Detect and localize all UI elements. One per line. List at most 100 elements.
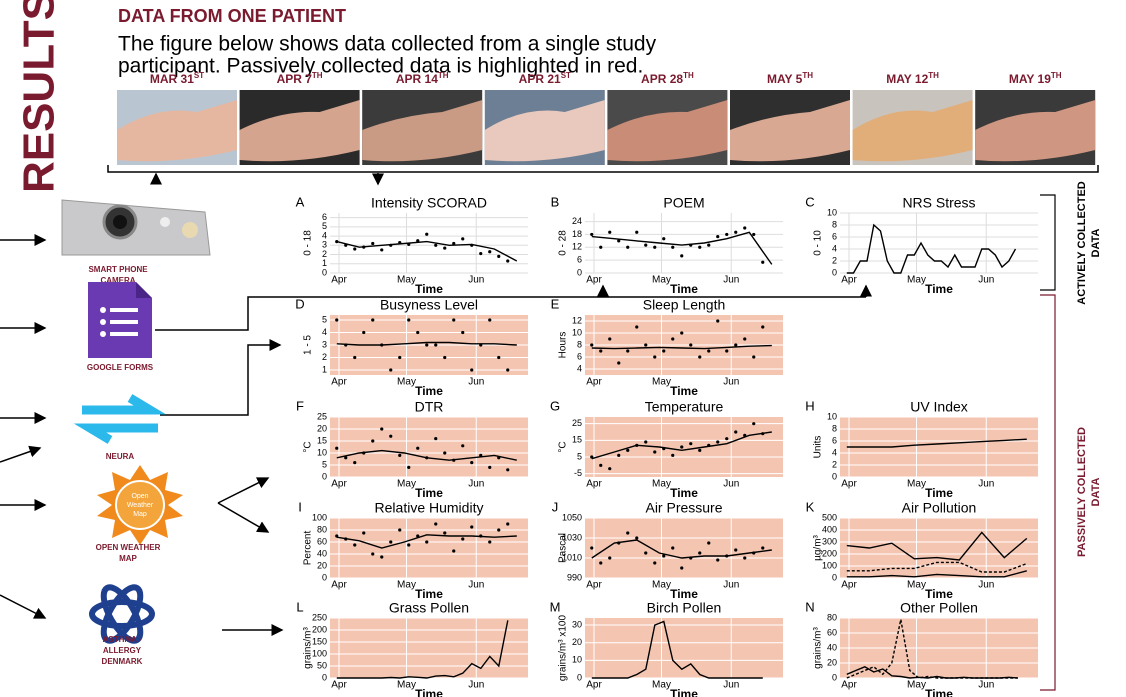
data-point (707, 541, 711, 545)
y-tick-label: 30 (572, 619, 582, 629)
data-point (506, 259, 510, 263)
x-tick-label: Apr (841, 275, 857, 286)
data-point (698, 355, 702, 359)
panel-title: Relative Humidity (375, 500, 484, 516)
data-point (488, 318, 492, 322)
photo-date: APR 14TH (396, 71, 449, 86)
sidebar-title: RESULTS (15, 0, 64, 193)
icon-text: Map (133, 511, 147, 518)
data-point (590, 232, 594, 237)
data-point (461, 330, 465, 335)
data-point (599, 463, 603, 467)
y-tick-label: 500 (822, 512, 837, 522)
y-tick-label: 0 (577, 267, 582, 277)
y-tick-label: 8 (832, 219, 837, 229)
x-tick-label: Jun (723, 377, 739, 388)
y-tick-label: 0 (577, 672, 582, 682)
forms-icon (88, 282, 152, 358)
group-label: DATA (1090, 228, 1102, 257)
data-point (434, 243, 438, 247)
neura-icon (73, 394, 167, 444)
photo-hand (730, 100, 850, 162)
y-axis-label: µg/m³ (813, 534, 824, 560)
y-tick-label: -5 (574, 468, 582, 478)
data-point (398, 528, 402, 532)
x-tick-label: May (907, 580, 926, 591)
panel-letter: F (296, 398, 304, 413)
panel-title: Other Pollen (900, 600, 978, 616)
data-point (671, 245, 675, 249)
photo-hand (117, 100, 237, 162)
y-tick-label: 2 (832, 459, 837, 469)
data-point (716, 558, 720, 562)
x-axis-label: Time (415, 282, 443, 296)
data-point (752, 232, 756, 237)
series-line (846, 561, 1028, 573)
y-axis-label: 0 - 18 (303, 230, 314, 256)
source-label: SMART PHONE (88, 265, 148, 274)
photo-date: APR 28TH (641, 71, 694, 86)
series-line (846, 438, 1027, 448)
y-tick-label: 4 (832, 447, 837, 457)
series-line (846, 531, 1028, 561)
data-point (416, 446, 420, 450)
x-tick-label: Apr (331, 680, 347, 691)
data-point (716, 319, 720, 323)
data-point (452, 318, 456, 322)
series-line (846, 570, 1027, 578)
photo-strip: MAR 31ST APR 7TH APR 14TH APR 21ST APR 28TH M… (117, 71, 1096, 165)
x-tick-label: Jun (723, 680, 739, 691)
source-label: GOOGLE FORMS (87, 363, 154, 372)
series-line (591, 344, 772, 350)
weather-icon (97, 465, 183, 545)
x-tick-label: Apr (841, 479, 857, 490)
y-tick-label: 15 (317, 435, 327, 445)
panel-letter: E (551, 296, 560, 311)
data-point (734, 230, 738, 234)
panel: L Grass Pollen 0 50 100 150 200 250 Apr May Jun Tim… (296, 599, 528, 697)
header-title: DATA FROM ONE PATIENT (118, 6, 346, 26)
x-axis-label: Time (670, 587, 698, 601)
data-point (425, 232, 429, 236)
y-tick-label: 150 (312, 636, 327, 646)
y-tick-label: 5 (577, 451, 582, 461)
x-axis-label: Time (925, 486, 953, 500)
data-point (407, 318, 411, 322)
data-point (425, 343, 429, 347)
data-point (680, 566, 684, 570)
date: MAR 31 (150, 72, 194, 86)
connectors (0, 165, 1099, 691)
panel: E Sleep Length 4 6 8 10 12 Apr May Jun Time Hours (551, 296, 783, 398)
data-point (590, 546, 594, 550)
data-point (644, 440, 648, 444)
data-point (653, 355, 657, 359)
panel: K Air Pollution 0 100 200 300 400 500 Apr May Jun T… (806, 499, 1038, 601)
camera-icon (61, 199, 211, 256)
source-label: CAMERA (100, 276, 135, 285)
data-point (380, 555, 384, 559)
panel-title: Birch Pollen (647, 600, 722, 616)
x-tick-label: Jun (978, 580, 994, 591)
y-tick-label: 8 (577, 339, 582, 349)
data-point (752, 422, 756, 426)
y-tick-label: 4 (577, 363, 582, 373)
data-point (671, 337, 675, 341)
icon-text: Weather (127, 502, 154, 509)
data-point (743, 226, 747, 230)
data-point (608, 556, 612, 560)
x-tick-label: Jun (978, 479, 994, 490)
y-tick-label: 2 (322, 249, 327, 259)
y-axis-label: Percent (303, 531, 314, 566)
data-point (353, 461, 357, 465)
plot-area (330, 518, 528, 578)
date: APR 21 (519, 72, 561, 86)
data-point (335, 318, 339, 322)
series-line (336, 240, 518, 262)
x-axis-label: Time (925, 282, 953, 296)
y-tick-label: 0 (832, 267, 837, 277)
data-point (608, 230, 612, 234)
series-line (591, 431, 772, 460)
x-tick-label: Apr (586, 580, 602, 591)
data-point (362, 330, 366, 335)
data-point (653, 245, 657, 249)
